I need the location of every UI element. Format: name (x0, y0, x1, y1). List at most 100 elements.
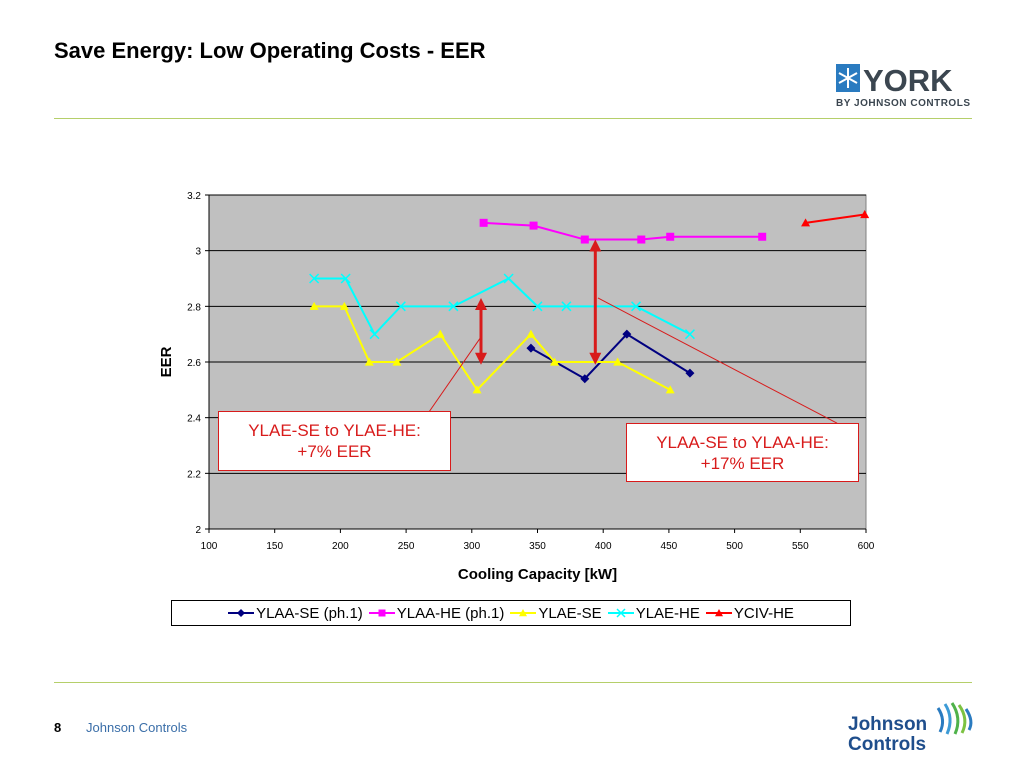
x-tick-label: 350 (529, 541, 546, 552)
data-point-x (503, 273, 514, 284)
series-line (314, 305, 671, 392)
x-tick-label: 500 (726, 541, 743, 552)
legend-swatch (228, 609, 255, 617)
legend-item-3: YLAE-HE (607, 604, 700, 622)
series-1 (479, 218, 767, 244)
callout-ylaa: YLAA-SE to YLAA-HE: +17% EER (626, 423, 859, 482)
arrowhead-up (589, 239, 602, 252)
y-tick-label: 3 (195, 247, 201, 258)
series-0 (526, 329, 695, 384)
data-point-triangle (665, 385, 675, 394)
jc-logo-line2: Controls (848, 734, 926, 755)
callout-ylaa-line2: +17% EER (700, 454, 785, 473)
data-point-x (616, 608, 626, 618)
legend-label: YLAA-SE (ph.1) (256, 604, 363, 622)
series-line (483, 221, 763, 241)
y-axis-label: EER (158, 346, 175, 377)
wave-swirl-icon (936, 702, 973, 735)
data-point-square (479, 218, 488, 227)
legend-swatch (607, 608, 634, 618)
legend-label: YLAE-SE (538, 604, 602, 622)
data-point-x (309, 273, 320, 284)
jc-logo-line1: Johnson (848, 714, 927, 735)
data-point-square (529, 221, 538, 230)
x-tick-label: 300 (463, 541, 480, 552)
data-point-x (631, 301, 642, 312)
header-rule (54, 118, 972, 119)
x-axis-label: Cooling Capacity [kW] (458, 566, 617, 583)
series-3 (309, 273, 695, 340)
y-tick-label: 2.8 (187, 302, 201, 313)
footer-rule (54, 682, 972, 683)
data-point-diamond (526, 343, 536, 353)
x-tick-label: 450 (661, 541, 678, 552)
x-tick-label: 100 (201, 541, 218, 552)
legend-label: YLAE-HE (635, 604, 700, 622)
x-tick-label: 600 (858, 541, 875, 552)
callout-ylaa-line1: YLAA-SE to YLAA-HE: (656, 433, 829, 452)
arrowhead-up (474, 297, 487, 310)
x-tick-label: 400 (595, 541, 612, 552)
data-point-triangle (550, 357, 560, 366)
slide-title: Save Energy: Low Operating Costs - EER (54, 38, 486, 63)
y-tick-label: 2.2 (187, 469, 201, 480)
annotation-1 (589, 239, 838, 424)
data-point-x (684, 329, 695, 340)
data-point-x (395, 301, 406, 312)
legend-item-1: YLAA-HE (ph.1) (368, 604, 505, 622)
data-point-x (561, 301, 572, 312)
series-2 (309, 301, 675, 394)
data-point-square (758, 232, 767, 241)
legend-item-4: YCIV-HE (705, 604, 794, 622)
x-tick-label: 550 (792, 541, 809, 552)
arrowhead-down (589, 352, 602, 365)
johnson-controls-logo: Johnson Controls (848, 702, 973, 755)
data-point-triangle (801, 218, 811, 227)
y-tick-label: 2.6 (187, 358, 201, 369)
data-point-diamond (685, 368, 695, 378)
data-point-x (448, 301, 459, 312)
legend-swatch (705, 609, 732, 617)
data-point-diamond (580, 374, 590, 384)
callout-ylae: YLAE-SE to YLAE-HE: +7% EER (218, 411, 451, 471)
data-point-triangle (472, 385, 482, 394)
data-point-triangle (860, 209, 870, 219)
data-point-x (532, 301, 543, 312)
callout-ylae-line1: YLAE-SE to YLAE-HE: (248, 421, 421, 440)
leader-line (597, 297, 838, 424)
data-point-diamond (622, 329, 632, 339)
y-tick-label: 3.2 (187, 191, 201, 202)
legend-item-0: YLAA-SE (ph.1) (228, 605, 363, 622)
york-wordmark: YORK (863, 64, 953, 98)
page-number: 8 (54, 720, 62, 735)
legend-item-2: YLAE-SE (510, 604, 602, 622)
series-4 (801, 209, 870, 227)
data-point-triangle (392, 357, 402, 366)
data-point-triangle (613, 357, 623, 366)
y-tick-label: 2 (195, 525, 201, 536)
data-point-triangle (526, 329, 536, 338)
arrowhead-down (474, 352, 487, 365)
legend-label: YLAA-HE (ph.1) (396, 604, 505, 622)
data-point-square (666, 232, 675, 241)
data-point-triangle (309, 301, 319, 310)
callout-ylae-line2: +7% EER (297, 442, 372, 461)
data-point-x (340, 273, 351, 284)
york-tagline: BY JOHNSON CONTROLS (836, 98, 970, 109)
legend-swatch (510, 609, 537, 617)
series-line (314, 277, 691, 336)
data-point-square (637, 235, 646, 244)
data-point-triangle (364, 357, 374, 366)
x-tick-label: 200 (332, 541, 349, 552)
footer-company: Johnson Controls (86, 720, 188, 735)
data-point-triangle (714, 609, 723, 617)
legend-swatch (368, 609, 395, 617)
data-point-triangle (339, 301, 349, 310)
legend-label: YCIV-HE (733, 604, 794, 622)
data-point-diamond (237, 609, 246, 617)
york-logo: YORK BY JOHNSON CONTROLS (836, 64, 970, 109)
eer-chart: 2 2.2 2.4 2.6 2.8 3 3.2 100 150 200 250 300 350 400 45… (158, 191, 875, 583)
y-tick-label: 2.4 (187, 414, 201, 425)
data-point-triangle (435, 329, 445, 338)
series-line (530, 332, 691, 380)
